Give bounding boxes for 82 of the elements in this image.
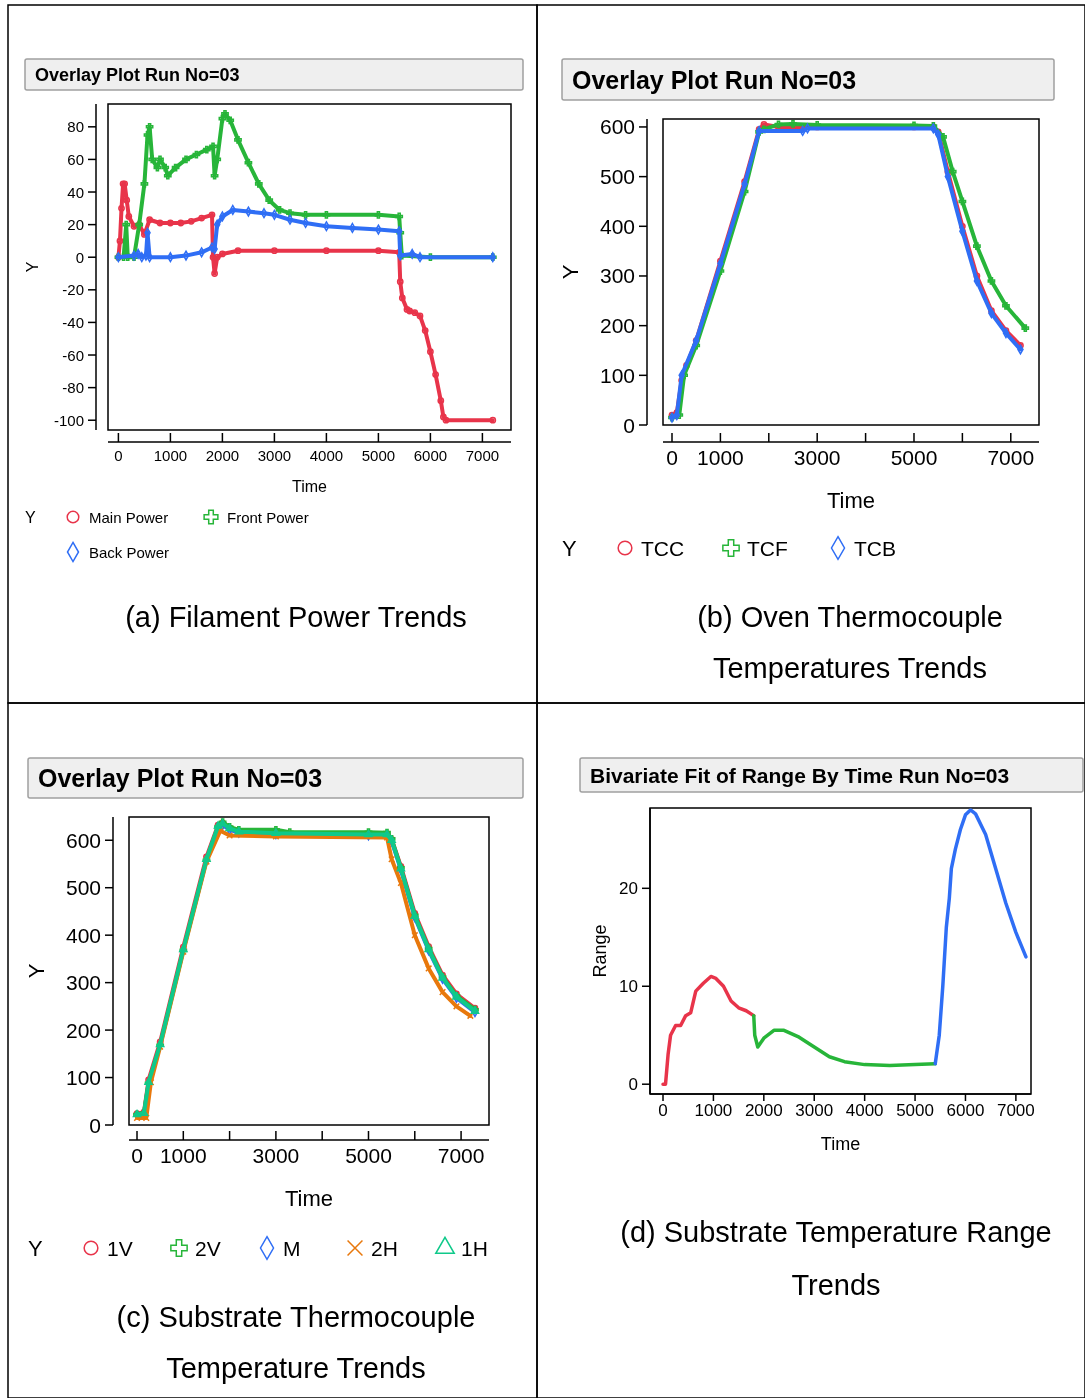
y-tick-label: 60 xyxy=(67,150,84,168)
legend-title: Y xyxy=(562,535,577,561)
y-tick-label: 40 xyxy=(67,183,84,201)
x-tick-label: 7000 xyxy=(465,447,500,465)
y-tick-label: -20 xyxy=(62,281,84,299)
x-axis-title: Time xyxy=(826,488,876,513)
y-tick-label: 200 xyxy=(599,314,635,338)
y-tick-label: 600 xyxy=(65,828,101,852)
legend-label: 2V xyxy=(195,1236,221,1260)
legend-label: 1H xyxy=(461,1236,488,1260)
x-axis-title: Time xyxy=(292,478,328,495)
x-tick-label: 2000 xyxy=(205,447,240,465)
x-tick-label: 7000 xyxy=(437,1144,485,1168)
y-tick-label: 400 xyxy=(65,923,101,947)
text: (d) Substrate Temperature Range Trends xyxy=(620,1216,1052,1301)
y-tick-label: 10 xyxy=(619,976,638,996)
y-tick-label: 100 xyxy=(599,363,635,387)
text: (a) Filament Power Trends xyxy=(125,601,467,633)
y-tick-label: 200 xyxy=(65,1018,101,1042)
y-axis-title: Y xyxy=(23,261,41,273)
x-axis-title: Time xyxy=(820,1134,861,1154)
y-tick-label: 300 xyxy=(599,264,635,288)
x-tick-label: 4000 xyxy=(309,447,344,465)
chart-title: Overlay Plot Run No=03 xyxy=(38,764,323,792)
y-tick-label: 600 xyxy=(599,115,635,139)
x-tick-label: 2000 xyxy=(744,1101,783,1120)
x-tick-label: 1000 xyxy=(697,446,744,470)
x-tick-label: 7000 xyxy=(996,1101,1035,1120)
x-tick-label: 3000 xyxy=(257,447,292,465)
legend-label: TCF xyxy=(747,536,788,560)
legend-label: M xyxy=(283,1236,301,1260)
x-tick-label: 3000 xyxy=(793,446,841,470)
chart-title: Bivariate Fit of Range By Time Run No=03 xyxy=(590,763,1010,787)
x-tick-label: 3000 xyxy=(252,1144,300,1168)
text: (c) Substrate Thermocouple Temperature Trends xyxy=(116,1301,476,1384)
y-tick-label: 0 xyxy=(75,248,84,266)
y-axis-title: Range xyxy=(590,924,610,978)
legend-label: Main Power xyxy=(89,508,169,526)
y-tick-label: -60 xyxy=(62,346,84,364)
x-tick-label: 5000 xyxy=(345,1144,392,1168)
y-tick-label: 0 xyxy=(628,1074,638,1094)
legend-label: 1V xyxy=(107,1236,133,1260)
y-tick-label: 400 xyxy=(599,214,635,238)
y-tick-label: 20 xyxy=(67,216,84,234)
x-tick-label: 5000 xyxy=(896,1101,934,1120)
legend-label: Back Power xyxy=(89,543,170,561)
x-tick-label: 0 xyxy=(666,446,678,470)
x-tick-label: 0 xyxy=(114,447,123,465)
y-tick-label: 100 xyxy=(65,1066,101,1090)
y-tick-label: -100 xyxy=(53,411,84,429)
x-tick-label: 1000 xyxy=(153,447,188,465)
x-tick-label: 3000 xyxy=(795,1101,834,1120)
text: (b) Oven Thermocouple Temperatures Trends xyxy=(697,601,1003,684)
x-tick-label: 1000 xyxy=(159,1144,207,1168)
y-tick-label: 80 xyxy=(67,118,84,136)
chart-title: Overlay Plot Run No=03 xyxy=(35,64,240,85)
y-tick-label: 20 xyxy=(619,878,638,898)
y-tick-label: 500 xyxy=(65,876,101,900)
x-tick-label: 4000 xyxy=(845,1101,884,1120)
y-axis-title: Y xyxy=(557,264,583,280)
x-tick-label: 6000 xyxy=(946,1101,985,1120)
y-axis-title: Y xyxy=(23,963,49,979)
x-tick-label: 7000 xyxy=(987,446,1035,470)
x-axis-title: Time xyxy=(284,1186,334,1211)
chart-title: Overlay Plot Run No=03 xyxy=(572,65,857,94)
y-tick-label: -80 xyxy=(62,379,84,397)
x-tick-label: 5000 xyxy=(361,447,396,465)
legend-label: 2H xyxy=(371,1236,398,1260)
x-tick-label: 5000 xyxy=(890,446,938,470)
legend-title: Y xyxy=(25,508,36,526)
y-tick-label: 300 xyxy=(65,971,101,995)
legend-label: TCC xyxy=(641,536,685,560)
x-tick-label: 0 xyxy=(658,1101,668,1120)
x-tick-label: 1000 xyxy=(694,1101,733,1120)
legend-title: Y xyxy=(28,1235,43,1261)
legend-label: TCB xyxy=(854,536,896,560)
legend-label: Front Power xyxy=(227,508,309,526)
y-tick-label: -40 xyxy=(62,313,84,331)
x-tick-label: 6000 xyxy=(413,447,448,465)
y-tick-label: 500 xyxy=(599,165,635,189)
y-tick-label: 0 xyxy=(623,413,635,437)
x-tick-label: 0 xyxy=(131,1144,143,1168)
